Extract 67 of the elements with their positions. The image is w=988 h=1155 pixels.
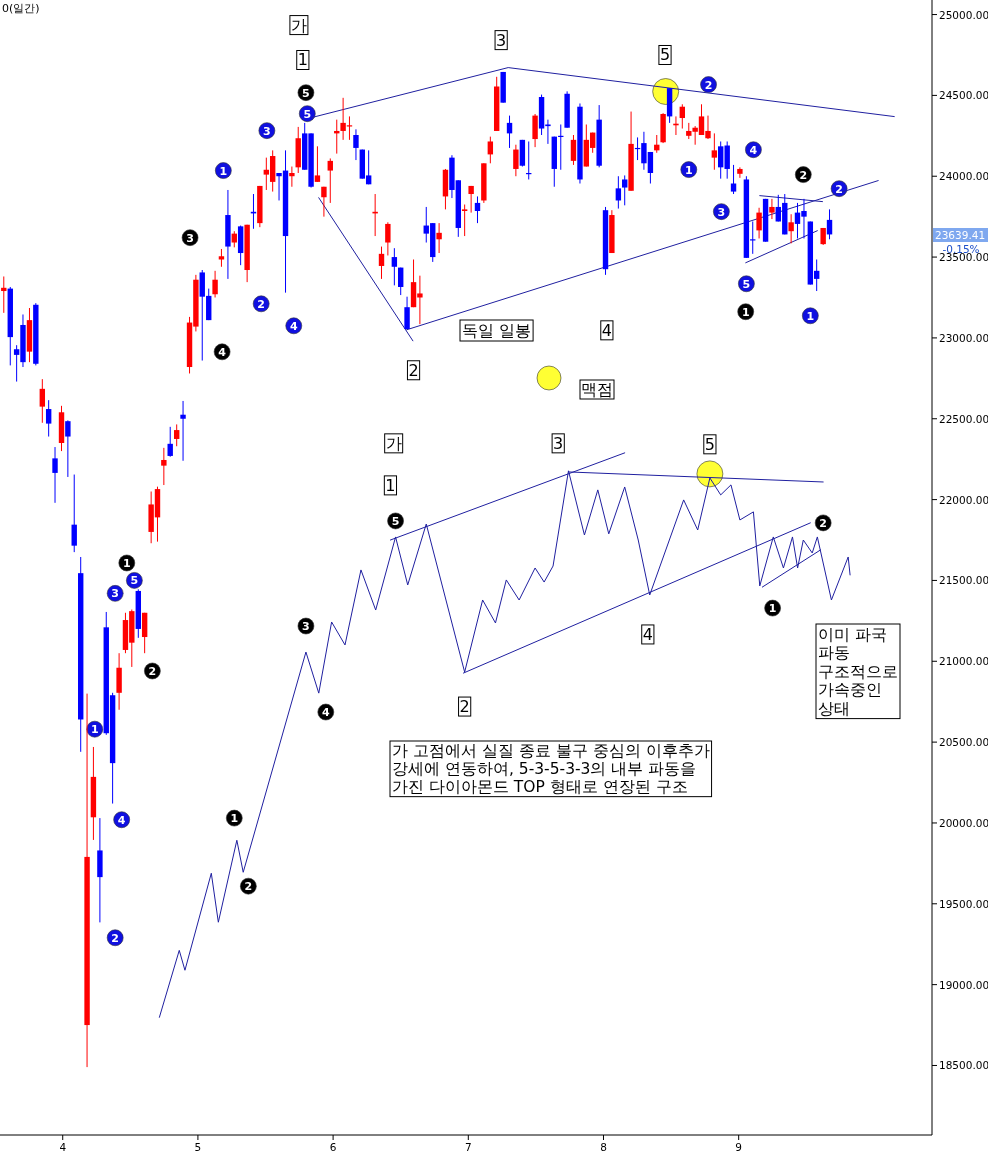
y-tick-label: 24500.00 xyxy=(939,89,988,102)
y-tick-label: 20000.00 xyxy=(939,816,988,829)
annotation: 1 xyxy=(741,305,750,319)
annotation: 2 xyxy=(257,297,266,311)
y-tick-label: 18500.00 xyxy=(939,1059,988,1072)
annotation: 1 xyxy=(385,475,396,495)
x-tick-label: 4 xyxy=(59,1141,67,1153)
annotation: 2 xyxy=(148,664,157,678)
annotation: 1 xyxy=(768,602,777,616)
annotation: 1 xyxy=(230,812,239,826)
annotation: 4 xyxy=(117,813,126,827)
annotation: 1 xyxy=(297,50,308,70)
y-tick-label: 21000.00 xyxy=(939,655,988,668)
annotation: 3 xyxy=(302,620,310,634)
x-tick-label: 6 xyxy=(329,1141,337,1153)
annotation: 2 xyxy=(111,931,120,945)
legend: 맥점 xyxy=(536,365,615,400)
annotation: 3 xyxy=(496,30,507,50)
x-tick-label: 5 xyxy=(194,1141,202,1153)
y-tick-label: 21500.00 xyxy=(939,574,988,587)
annotation: 5 xyxy=(659,45,671,65)
y-tick-label: 24000.00 xyxy=(939,170,988,183)
y-tick-label: 23000.00 xyxy=(939,331,988,344)
annotation: 1 xyxy=(806,309,815,323)
annotation: 2 xyxy=(244,880,253,894)
annotation: 3 xyxy=(263,124,271,138)
annotation: 4 xyxy=(321,706,330,720)
annotation: 1 xyxy=(684,163,693,177)
annotation: 3 xyxy=(111,587,120,601)
x-tick-label: 8 xyxy=(600,1141,607,1153)
annotation: 2 xyxy=(835,182,843,196)
annotation: 가 고점에서 실질 종료 불구 중심의 이후추가 강세에 연동하여, 5-3-5-3-3의 내부 파동을 가진 다이아몬드 TOP 형태로 연장된 구조 xyxy=(392,742,710,796)
annotation: 3 xyxy=(553,433,564,453)
annotation: 2 xyxy=(704,78,713,92)
x-tick-label: 9 xyxy=(735,1141,743,1153)
annotation: 독일 일봉 xyxy=(462,321,532,340)
annotation: 4 xyxy=(289,319,298,333)
annotation: 3 xyxy=(717,205,726,219)
annotation: 1 xyxy=(122,556,131,570)
annotation: 1 xyxy=(90,723,99,737)
annotation: 2 xyxy=(819,516,827,530)
chart-title: 0(일간) xyxy=(2,2,40,15)
y-tick-label: 22500.00 xyxy=(939,412,988,425)
annotation: 5 xyxy=(302,86,310,100)
y-tick-label: 19000.00 xyxy=(939,978,988,991)
annotation: 2 xyxy=(459,697,470,717)
annotation: 4 xyxy=(218,345,227,359)
y-tick-label: 20500.00 xyxy=(939,736,988,749)
annotation: 1 xyxy=(219,164,228,178)
annotation: 4 xyxy=(601,320,612,340)
annotation: 5 xyxy=(130,574,139,588)
annotation: 4 xyxy=(749,143,758,157)
annotation: 2 xyxy=(799,168,808,182)
annotation: 5 xyxy=(391,514,400,528)
annotation: 5 xyxy=(704,434,715,454)
annotation: 가 xyxy=(290,15,307,35)
annotation: 가 xyxy=(385,433,402,453)
y-tick-label: 22000.00 xyxy=(939,493,988,506)
annotation: 이미 파국 파동 구조적으로 가속중인 상태 xyxy=(818,625,898,718)
annotation: 4 xyxy=(642,624,653,644)
annotation: 2 xyxy=(408,360,419,380)
annotation: 5 xyxy=(742,277,751,291)
y-tick-label: 19500.00 xyxy=(939,897,988,910)
y-tick-label: 25000.00 xyxy=(939,8,988,21)
annotation: 3 xyxy=(186,231,194,245)
annotation: 5 xyxy=(303,107,312,121)
x-tick-label: 7 xyxy=(464,1141,472,1153)
